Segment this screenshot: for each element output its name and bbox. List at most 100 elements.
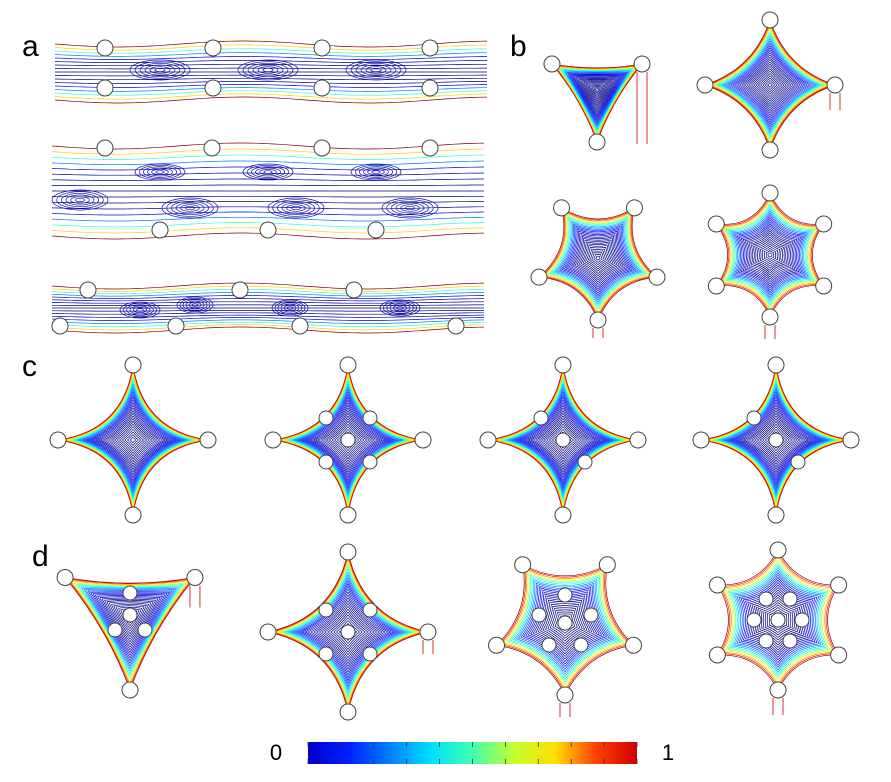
- streamline: [51, 211, 485, 216]
- streamline: [298, 583, 398, 682]
- obstacle: [696, 76, 714, 94]
- streamline: [718, 383, 834, 498]
- streamline: [252, 64, 284, 76]
- streamline: [734, 214, 806, 296]
- streamline: [315, 407, 381, 473]
- streamline: [503, 380, 623, 500]
- obstacle: [291, 317, 309, 335]
- streamline: [355, 62, 397, 78]
- obstacle: [555, 432, 571, 448]
- obstacle: [633, 55, 651, 73]
- streamline: [727, 43, 813, 128]
- streamline: [83, 391, 183, 490]
- streamline: [336, 620, 360, 644]
- streamline: [731, 566, 825, 673]
- obstacle: [199, 431, 217, 449]
- streamline: [746, 227, 794, 282]
- streamline: [54, 52, 487, 57]
- obstacle: [533, 410, 549, 426]
- streamline: [755, 70, 785, 100]
- obstacle: [842, 431, 860, 449]
- streamline: [151, 168, 169, 176]
- obstacle: [318, 602, 334, 618]
- streamline: [753, 68, 787, 102]
- obstacle: [122, 585, 138, 601]
- streamline: [582, 80, 612, 108]
- streamline: [495, 564, 635, 696]
- obstacle: [761, 308, 779, 326]
- streamline: [94, 402, 172, 479]
- streamline: [751, 415, 801, 465]
- streamline: [530, 407, 596, 473]
- streamline: [365, 66, 387, 74]
- streamline: [363, 167, 389, 177]
- streamline: [65, 372, 201, 508]
- streamline: [745, 410, 807, 471]
- streamline: [501, 378, 625, 502]
- streamline: [760, 75, 780, 95]
- streamline: [295, 389, 401, 493]
- streamline: [736, 52, 804, 119]
- streamline: [312, 597, 384, 668]
- obstacle: [186, 569, 204, 586]
- obstacle: [318, 410, 334, 426]
- streamline: [559, 225, 637, 299]
- streamline: [732, 397, 820, 484]
- streamline: [540, 208, 656, 318]
- streamline: [108, 415, 158, 465]
- streamline: [768, 609, 788, 631]
- streamline: [274, 300, 306, 316]
- streamline: [51, 298, 485, 302]
- streamline: [51, 285, 485, 292]
- streamline: [115, 605, 145, 632]
- streamline: [262, 67, 274, 73]
- obstacle: [761, 184, 779, 202]
- streamline: [747, 584, 809, 656]
- streamline: [761, 245, 779, 265]
- streamline: [147, 167, 173, 177]
- streamline: [578, 78, 616, 112]
- streamline: [80, 389, 186, 493]
- streamline: [761, 426, 791, 455]
- streamline: [295, 580, 401, 685]
- streamline: [595, 255, 601, 261]
- streamline: [331, 423, 365, 457]
- streamline: [513, 391, 613, 490]
- streamline: [54, 93, 488, 100]
- streamline: [734, 399, 818, 482]
- streamline: [757, 73, 783, 98]
- streamline: [188, 301, 202, 309]
- streamline: [715, 31, 825, 140]
- streamline: [572, 75, 622, 119]
- streamline: [170, 200, 210, 216]
- streamline: [73, 380, 193, 500]
- obstacle: [707, 215, 725, 233]
- panel-label: a: [22, 30, 39, 63]
- obstacle: [339, 506, 357, 524]
- streamline: [54, 67, 487, 70]
- streamline: [280, 303, 300, 313]
- streamline: [54, 40, 488, 48]
- streamline: [247, 62, 289, 78]
- streamline: [510, 576, 620, 680]
- streamline: [370, 67, 382, 73]
- obstacle: [259, 221, 277, 239]
- streamline: [589, 250, 607, 268]
- streamline: [544, 605, 586, 644]
- streamline: [762, 602, 794, 638]
- streamline: [725, 40, 815, 130]
- streamline: [310, 594, 386, 670]
- streamline: [124, 431, 142, 449]
- streamline: [553, 64, 642, 142]
- streamline: [382, 300, 418, 316]
- streamline: [54, 90, 488, 96]
- streamline: [278, 563, 418, 702]
- streamline: [516, 394, 610, 487]
- streamline: [726, 391, 826, 490]
- streamline: [91, 399, 175, 482]
- streamline: [759, 423, 793, 457]
- obstacle: [313, 79, 331, 97]
- streamline: [127, 434, 139, 446]
- streamline: [542, 603, 588, 647]
- streamline: [64, 576, 196, 692]
